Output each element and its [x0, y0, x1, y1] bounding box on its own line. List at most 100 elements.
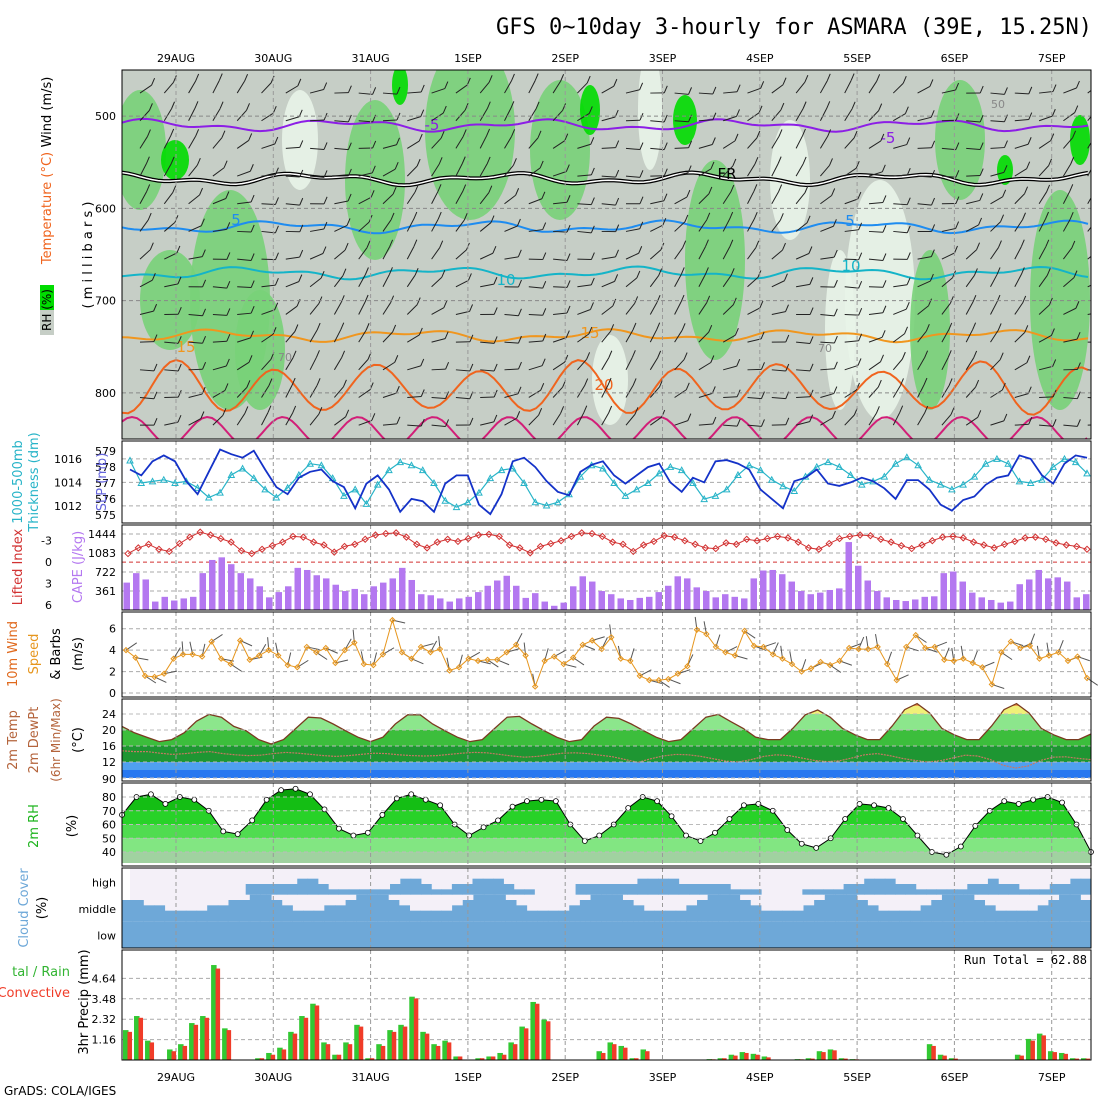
wind-barb-flag [755, 240, 760, 248]
wind-barb-flag [732, 158, 737, 167]
wind-barb [334, 147, 349, 151]
wind-barb [285, 146, 300, 149]
wind-barb [504, 313, 519, 317]
wind-barb [917, 330, 927, 343]
wind-barb [528, 198, 543, 205]
wind-barb-flag [736, 358, 741, 367]
wind-barb-flag [492, 246, 497, 254]
cloud-bar [880, 921, 892, 948]
lifted-index-point [557, 537, 565, 545]
wind-barb-flag [827, 129, 832, 137]
wind-barb-flag [632, 378, 637, 386]
lifted-index-point [196, 528, 204, 536]
y-tick: 40 [102, 846, 116, 859]
wind-barb-flag [972, 322, 977, 330]
wind-barb-flag [590, 277, 595, 286]
wind-barb-flag [681, 323, 686, 331]
wind-barb-flag [246, 103, 250, 111]
wind-barb [868, 81, 878, 94]
cloud-bar [448, 921, 460, 948]
wind-barb-flag [979, 168, 984, 176]
chart-title: GFS 0~10day 3-hourly for ASMARA (39E, 15… [496, 15, 1092, 40]
wind-speed-point [332, 659, 339, 667]
wind-barb-flag [371, 165, 376, 174]
cloud-bar [1038, 921, 1050, 948]
wind-barb-flag [537, 130, 542, 139]
precip-total-bar [420, 1031, 426, 1060]
wind-barb [844, 137, 855, 149]
wind-barb [941, 175, 956, 178]
wind-barb [285, 203, 300, 206]
rh-band [122, 852, 1091, 863]
wind-barb [674, 359, 685, 371]
wind-barb [285, 116, 300, 122]
wind-speed-point [931, 643, 938, 651]
cloud-bar [1069, 894, 1081, 922]
wind-barb-flag [517, 249, 522, 258]
cloud-bar [920, 905, 932, 922]
wind-barb [1014, 168, 1027, 177]
cloud-bar [648, 921, 660, 948]
wind-barb-flag [1045, 239, 1050, 248]
wind-barb-flag [1096, 213, 1099, 220]
lifted-index-point [1042, 535, 1050, 543]
precip-total-bar [310, 1003, 316, 1060]
wind-barb-flag [396, 416, 401, 425]
wind-barb-flag [515, 188, 520, 196]
thickness-point [148, 477, 157, 485]
cloud-bar [245, 884, 257, 895]
lifted-index-point [516, 544, 524, 552]
day-label-top: 4SEP [746, 52, 774, 65]
cloud-bar [697, 900, 709, 922]
wind-barb-flag [298, 274, 303, 282]
wind-barb [407, 116, 421, 122]
wind-barb [747, 137, 758, 149]
wind-barb-flag [831, 410, 836, 419]
wind-speed-point [769, 651, 777, 658]
wind-barb-flag [542, 308, 547, 316]
precip-convective-bar [634, 1058, 639, 1060]
wind-barb-flag [488, 185, 493, 193]
wind-barb-flag [541, 191, 546, 199]
thickness-point [430, 478, 438, 486]
cloud-bar [206, 921, 218, 948]
wind-barb [698, 119, 713, 122]
wind-barb-flag [538, 407, 543, 416]
wind-barb-flag [461, 156, 466, 164]
wind-barb [139, 279, 153, 288]
lifted-index-point [660, 532, 668, 540]
wind-barb [795, 421, 810, 426]
axis-label: (%) [35, 897, 50, 920]
wind-barb-flag [542, 252, 547, 260]
wind-barb [893, 113, 906, 122]
lifted-index-point [639, 541, 648, 549]
wind-barb-flag [782, 242, 786, 251]
precip-total-bar [211, 965, 217, 1060]
cloud-bar [963, 894, 975, 922]
wind-barb-flag [880, 354, 884, 363]
precip-convective-bar [600, 1052, 606, 1060]
cape-bar [313, 575, 320, 610]
wind-barb-flag [1070, 156, 1075, 165]
rh-point [524, 798, 530, 805]
axis-label: Lifted Index [11, 528, 26, 605]
thickness-point [677, 466, 686, 474]
wind-barb-flag [808, 246, 813, 254]
cloud-bar [585, 921, 597, 948]
cloud-bar [665, 910, 677, 922]
panel-wind10m-bg [122, 612, 1091, 697]
wind-barb-flag [442, 105, 447, 114]
cape-bar [579, 576, 586, 610]
wind-barb-flag [318, 407, 323, 415]
wind-barb-flag [396, 137, 400, 145]
day-label-bottom: 5SEP [843, 1071, 871, 1084]
cloud-bar [400, 878, 412, 895]
wind-barb-flag [615, 224, 620, 232]
cape-bar [361, 594, 368, 610]
thickness-point [238, 464, 247, 472]
wind-barb [236, 109, 247, 122]
lifted-index-point [206, 531, 215, 539]
wind-barb [261, 112, 274, 122]
thickness-point [407, 461, 416, 469]
